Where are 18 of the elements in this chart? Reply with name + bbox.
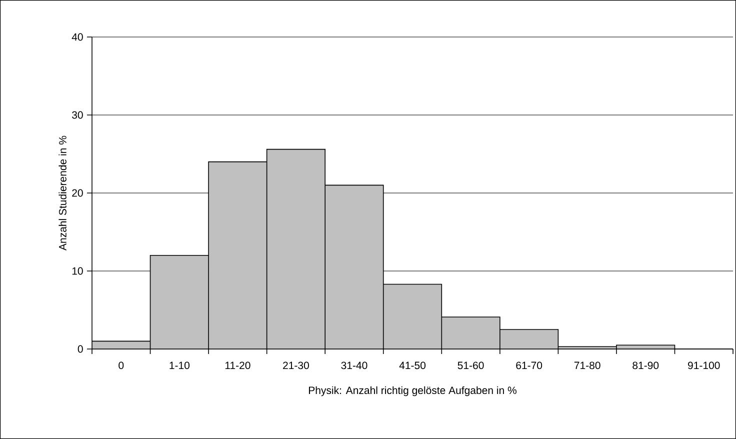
y-tick-label: 30 [72, 111, 83, 119]
y-axis-title: Anzahl Studierende in % [58, 136, 66, 250]
x-tick-label: 21-30 [283, 362, 309, 370]
x-axis-title: Physik: Anzahl richtig gelöste Aufgaben in % [308, 386, 516, 396]
x-tick-label: 81-90 [632, 362, 659, 370]
x-tick-label: 1-10 [170, 362, 190, 370]
x-tick-label: 71-80 [574, 362, 600, 370]
x-tick-label: 61-70 [516, 362, 542, 370]
y-tick-label: 40 [72, 33, 83, 41]
y-tick-label: 0 [78, 345, 83, 353]
x-tick-label: 41-50 [399, 362, 426, 370]
x-tick-label: 51-60 [458, 362, 484, 370]
x-tick-label: 91-100 [688, 362, 720, 370]
x-tick-label: 11-20 [225, 362, 250, 370]
y-tick-label: 10 [72, 267, 83, 275]
x-tick-label: 0 [118, 362, 124, 370]
y-tick-label: 20 [72, 189, 83, 197]
x-tick-label: 31-40 [341, 362, 368, 370]
